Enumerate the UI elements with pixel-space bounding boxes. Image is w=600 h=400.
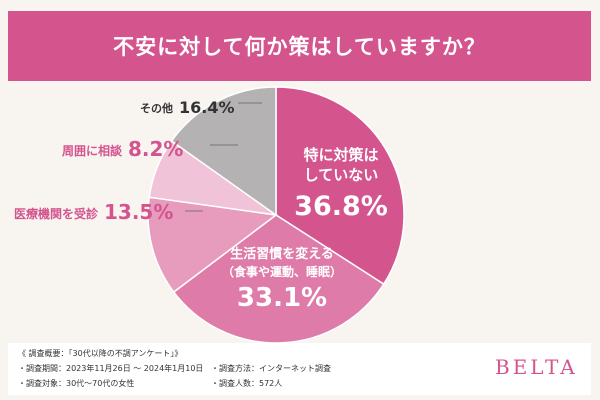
slice-label: していない [304, 166, 379, 184]
survey-method: ・調査方法：インターネット調査 [211, 364, 331, 373]
slice-value-label: 36.8% [294, 191, 388, 222]
pie-slice [170, 86, 277, 217]
slice-label: その他 [140, 101, 173, 115]
survey-footer: 《 調査概要：「30代以降の不調アンケート」》 ・調査期間：2023年11月26… [8, 343, 591, 395]
slice-label: 周囲に相談 [62, 143, 123, 158]
slice-label: 生活習慣を変える [230, 246, 334, 262]
survey-overview: 《 調査概要：「30代以降の不調アンケート」》 [18, 349, 183, 358]
slice-label: （食事や運動、睡眠） [222, 264, 342, 279]
survey-count: ・調査人数：572人 [211, 379, 283, 388]
slice-value-label: 13.5% [104, 200, 173, 224]
chart-title: 不安に対して何か策はしていますか？ [8, 11, 591, 81]
slice-value-label: 33.1% [237, 283, 327, 313]
pie-slice [172, 214, 385, 344]
survey-period: ・調査期間：2023年11月26日 〜 2024年1月10日 [18, 364, 204, 373]
slice-value-label: 8.2% [128, 137, 183, 161]
belta-logo: BELTA [495, 355, 578, 379]
slice-label: 特に対策は [303, 146, 378, 164]
pie-slice [147, 196, 278, 294]
slice-value-label: 16.4% [179, 98, 235, 117]
slice-label: 医療機関を受診 [14, 206, 99, 221]
survey-target: ・調査対象：30代〜70代の女性 [18, 379, 135, 388]
